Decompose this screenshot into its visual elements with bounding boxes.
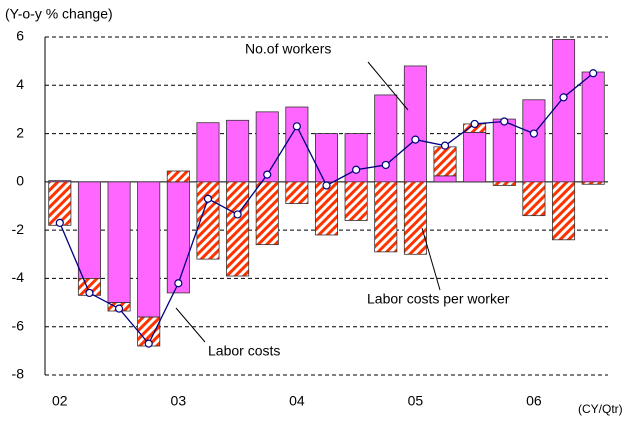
x-tick-label: 03: [171, 393, 187, 409]
line-marker: [114, 304, 124, 313]
y-tick-label: 4: [16, 76, 24, 92]
bar: [166, 181, 190, 294]
bar: [226, 181, 250, 277]
x-axis-label: (CY/Qtr): [578, 402, 623, 416]
line-marker: [411, 135, 420, 144]
bar: [581, 181, 605, 185]
bar: [433, 175, 457, 183]
x-tick-label: 06: [526, 393, 542, 409]
line-marker: [292, 122, 301, 131]
line-marker: [559, 93, 568, 102]
bar: [463, 131, 487, 183]
annotation-line: [421, 227, 441, 291]
bar: [285, 181, 309, 204]
bar: [433, 146, 457, 177]
bar: [344, 181, 368, 221]
line-marker: [322, 181, 331, 190]
bar: [314, 133, 339, 183]
line-marker: [174, 279, 183, 288]
line-marker: [589, 69, 598, 78]
bar: [581, 71, 605, 183]
annotation: No.of workers: [245, 41, 331, 57]
bar: [403, 65, 427, 183]
line-marker: [203, 194, 213, 203]
bar: [552, 39, 576, 183]
line-marker: [470, 119, 479, 129]
line-marker: [500, 117, 509, 126]
x-tick-label: 05: [408, 393, 424, 409]
bar: [492, 181, 516, 186]
y-tick-label: -2: [12, 221, 25, 237]
annotation: Labor costs per worker: [367, 291, 510, 307]
bar: [107, 181, 131, 303]
bar: [166, 170, 190, 183]
bar: [77, 181, 101, 279]
bar: [137, 181, 161, 318]
line-marker: [85, 288, 94, 298]
line-marker: [529, 129, 539, 138]
annotation: Labor costs: [208, 343, 280, 359]
line-marker: [381, 160, 390, 170]
bar: [314, 181, 339, 236]
bar: [285, 106, 309, 183]
line-marker: [55, 218, 64, 227]
bar: [522, 181, 546, 217]
y-tick-label: -4: [12, 269, 25, 285]
x-tick-label: 04: [289, 393, 305, 409]
line-marker: [233, 210, 242, 219]
line-marker: [440, 141, 450, 150]
bar: [492, 118, 516, 183]
bar: [48, 181, 72, 226]
y-tick-label: 0: [16, 173, 24, 189]
bar: [374, 181, 398, 253]
line-marker: [263, 170, 272, 179]
annotation-line: [175, 307, 206, 343]
line-marker: [352, 165, 361, 174]
bar: [226, 119, 250, 183]
y-tick-label: -8: [12, 366, 25, 382]
annotation-line: [367, 61, 409, 111]
y-tick-label: -6: [12, 317, 25, 333]
y-axis-label: (Y-o-y % change): [5, 6, 113, 22]
y-tick-label: 2: [16, 124, 24, 140]
bar: [196, 122, 220, 183]
bar: [403, 181, 427, 255]
x-tick-label: 02: [52, 393, 68, 409]
line-marker: [144, 339, 153, 348]
bar: [522, 99, 546, 183]
bar: [552, 181, 576, 241]
bar: [255, 181, 279, 246]
y-tick-label: 6: [16, 28, 24, 44]
